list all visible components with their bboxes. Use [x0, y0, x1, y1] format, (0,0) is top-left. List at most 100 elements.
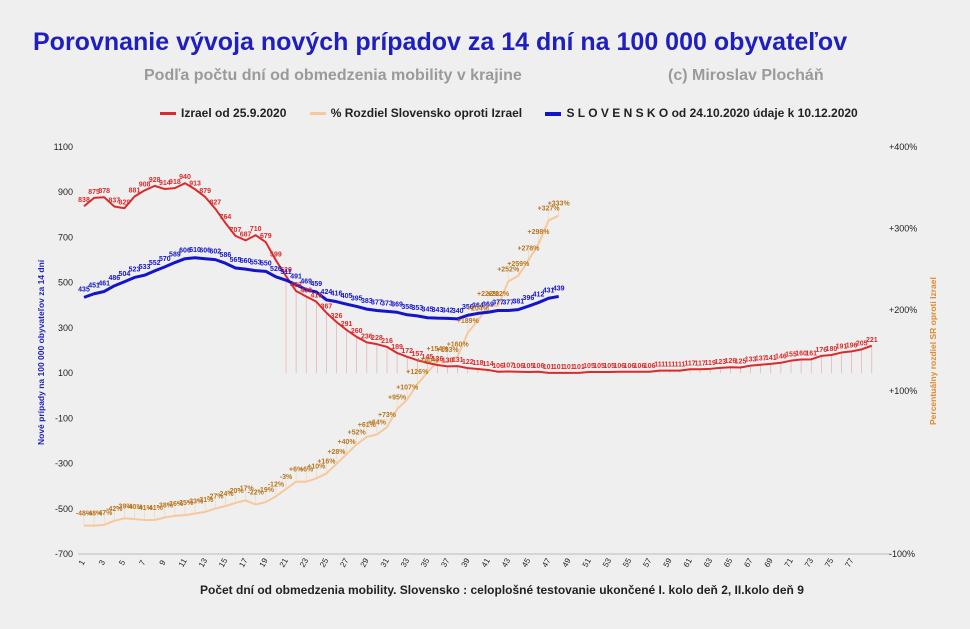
x-tick-label: 13: [197, 556, 210, 569]
data-label-slovakia: 345: [422, 307, 434, 314]
data-label-diff: -48%: [76, 511, 93, 518]
data-label-israel: 119: [705, 360, 716, 367]
data-label-diff: +160%: [447, 341, 470, 348]
y2-tick-label: +400%: [889, 142, 917, 152]
chart-title: Porovnanie vývoja nových prípadov za 14 …: [33, 28, 848, 56]
data-label-slovakia: 412: [533, 292, 545, 299]
y-axis-label: Nové prípady na 100 000 obyvateľov za 14…: [36, 259, 46, 445]
x-tick-label: 43: [500, 556, 513, 569]
x-tick-label: 49: [561, 556, 574, 569]
data-label-slovakia: 395: [351, 295, 363, 302]
y-tick-label: 100: [58, 368, 73, 378]
data-label-israel: 940: [179, 174, 191, 181]
x-tick-label: 65: [722, 556, 735, 569]
data-label-diff: +333%: [548, 201, 571, 208]
data-label-diff: +61%: [358, 422, 377, 429]
data-label-diff: +6%: [289, 467, 304, 474]
x-tick-label: 69: [763, 556, 776, 569]
data-label-slovakia: 431: [543, 287, 555, 294]
data-label-israel: 101: [553, 364, 565, 371]
data-label-slovakia: 606: [199, 248, 211, 255]
series-line-slovakia: [83, 256, 559, 321]
data-label-slovakia: 606: [179, 248, 191, 255]
data-label-israel: 191: [836, 344, 848, 351]
x-tick-label: 59: [662, 556, 675, 569]
x-tick-label: 75: [823, 556, 836, 569]
data-label-diff: +298%: [528, 229, 551, 236]
x-tick-label: 61: [682, 556, 695, 569]
series-line-diff: [84, 214, 560, 527]
data-label-slovakia: 511: [280, 269, 291, 276]
y2-tick-label: +100%: [889, 386, 917, 396]
x-tick-label: 11: [177, 556, 189, 568]
data-label-diff: -41%: [136, 505, 153, 512]
data-label-slovakia: 526: [270, 266, 282, 273]
data-label-slovakia: 340: [452, 308, 464, 315]
y-tick-label: -500: [55, 504, 73, 514]
y-tick-label: 300: [58, 323, 73, 333]
data-label-slovakia: 469: [300, 279, 312, 286]
data-label-israel: 131: [452, 357, 464, 364]
data-label-slovakia: 377: [502, 299, 514, 306]
data-label-diff: +64%: [368, 420, 387, 427]
x-tick-label: 7: [137, 558, 147, 567]
data-label-israel: 101: [563, 364, 575, 371]
data-label-diff: -38%: [157, 503, 174, 510]
data-label-israel: 707: [230, 227, 242, 234]
data-label-slovakia: 416: [331, 291, 343, 298]
data-label-israel: 126: [725, 358, 737, 365]
data-label-diff: +73%: [378, 412, 397, 419]
data-label-diff: -48%: [86, 511, 103, 518]
legend-item-israel: Izrael od 25.9.2020: [160, 106, 286, 120]
data-label-slovakia: 491: [290, 274, 302, 281]
data-label-diff: +153%: [437, 347, 460, 354]
legend-item-slovakia: S L O V E N S K O od 24.10.2020 údaje k …: [545, 106, 858, 120]
data-label-israel: 875: [88, 189, 100, 196]
data-label-israel: 913: [189, 180, 201, 187]
data-label-slovakia: 377: [371, 299, 383, 306]
x-tick-label: 39: [460, 556, 473, 569]
data-label-israel: 326: [331, 313, 343, 320]
data-label-israel: 189: [391, 344, 403, 351]
data-label-israel: 106: [613, 363, 625, 370]
data-label-israel: 180: [826, 346, 838, 353]
data-label-diff: -3%: [280, 474, 293, 481]
x-tick-label: 53: [601, 556, 614, 569]
data-label-diff: +259%: [507, 261, 530, 268]
data-label-israel: 160: [795, 351, 807, 358]
data-label-diff: +10%: [307, 463, 326, 470]
data-label-israel: 161: [805, 350, 817, 357]
data-label-israel: 146: [775, 354, 787, 361]
x-tick-label: 77: [843, 556, 856, 569]
data-label-israel: 123: [714, 359, 726, 366]
data-label-slovakia: 560: [240, 258, 252, 265]
data-label-diff: -31%: [197, 497, 214, 504]
data-label-israel: 106: [492, 363, 504, 370]
data-label-israel: 829: [119, 199, 131, 206]
data-label-diff: -47%: [96, 510, 113, 517]
data-label-israel: 111: [664, 362, 675, 369]
x-tick-label: 33: [399, 556, 412, 569]
copyright-note: (c) Miroslav Plocháň: [668, 67, 824, 84]
x-tick-label: 31: [379, 556, 392, 569]
data-label-israel: 878: [98, 188, 110, 195]
data-label-israel: 155: [785, 352, 797, 359]
legend-item-diff: % Rozdiel Slovensko oproti Izrael: [309, 106, 522, 120]
data-label-slovakia: 381: [512, 299, 524, 306]
data-label-diff: +107%: [396, 385, 419, 392]
data-label-israel: 928: [149, 177, 161, 184]
data-label-israel: 679: [260, 233, 272, 240]
x-tick-label: 25: [318, 556, 331, 569]
data-label-diff: -22%: [248, 490, 265, 497]
data-label-israel: 599: [270, 251, 282, 258]
data-label-slovakia: 602: [209, 249, 221, 256]
data-label-diff: +252%: [497, 266, 520, 273]
data-label-slovakia: 383: [361, 298, 373, 305]
data-label-israel: 141: [765, 355, 777, 362]
data-label-israel: 914: [159, 180, 171, 187]
data-label-diff: +140%: [416, 358, 439, 365]
data-label-diff: +16%: [317, 459, 336, 466]
data-label-diff: -24%: [217, 491, 234, 498]
y-tick-label: -300: [55, 459, 73, 469]
data-label-diff: +222%: [477, 291, 500, 298]
